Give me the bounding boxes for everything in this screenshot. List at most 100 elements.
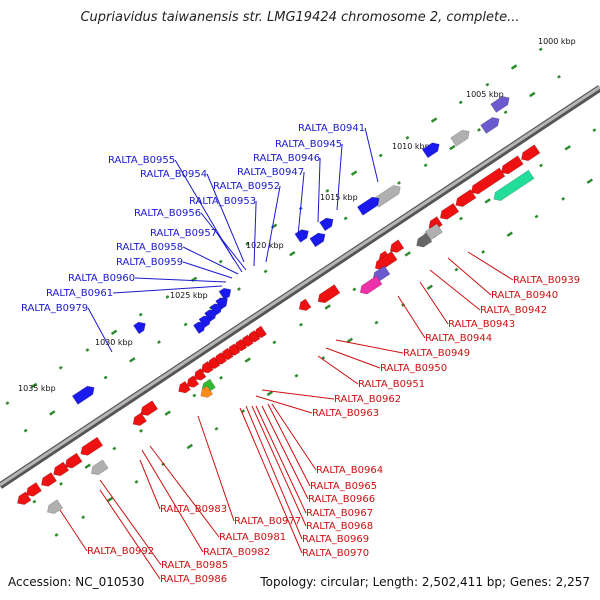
gene-label-plus: RALTA_B0955 <box>108 155 175 166</box>
gene-feature-plus <box>480 117 500 134</box>
gene-feature-minus <box>317 284 341 304</box>
scale-tick <box>192 393 197 398</box>
scale-tick <box>165 295 170 299</box>
leader-line-minus <box>317 355 359 385</box>
leader-line-minus <box>141 449 204 553</box>
gene-feature-plus <box>490 96 510 113</box>
gene-label-minus: RALTA_B0985 <box>161 560 228 571</box>
scale-tick <box>481 250 486 254</box>
backbone-highlight <box>0 85 600 487</box>
gene-feature-minus <box>493 169 535 201</box>
gene-label-minus: RALTA_B0949 <box>403 348 470 359</box>
scale-tick <box>458 100 463 105</box>
gene-label-minus: RALTA_B0943 <box>448 319 515 330</box>
leader-line-minus <box>255 405 307 514</box>
leader-line-minus <box>397 295 426 339</box>
gene-feature-minus <box>200 385 214 398</box>
scale-tick <box>592 128 597 133</box>
kbp-label: 1020 kbp <box>246 241 284 250</box>
gene-feature-plus <box>373 185 401 208</box>
scale-tick <box>218 259 223 264</box>
gene-feature-minus <box>90 459 109 476</box>
gene-feature-minus <box>455 189 477 207</box>
scale-tick <box>110 329 118 336</box>
gene-feature-minus <box>374 251 398 271</box>
leader-line-plus <box>87 307 113 353</box>
scale-tick <box>299 322 303 327</box>
leader-line-minus <box>467 251 514 281</box>
scale-tick <box>374 320 379 325</box>
leader-line-minus <box>271 403 317 471</box>
scale-tick <box>484 198 491 204</box>
scale-tick <box>186 443 193 450</box>
scale-tick <box>485 82 490 87</box>
scale-tick <box>129 357 136 363</box>
leader-line-plus <box>206 173 245 263</box>
gene-feature-plus <box>319 217 334 232</box>
scale-tick <box>219 375 223 380</box>
leader-line-plus <box>135 277 227 283</box>
gene-label-minus: RALTA_B0982 <box>203 547 270 558</box>
gene-feature-minus <box>80 436 104 456</box>
leader-line-minus <box>419 281 449 325</box>
scale-tick <box>289 251 296 257</box>
leader-line-minus <box>149 445 220 538</box>
leader-line-minus <box>239 407 303 554</box>
leader-line-minus <box>59 509 88 552</box>
scale-tick <box>134 480 139 484</box>
leader-line-minus <box>251 405 307 527</box>
leader-line-minus <box>255 395 313 414</box>
gene-label-minus: RALTA_B0969 <box>302 534 369 545</box>
leader-line-minus <box>99 479 162 566</box>
gene-label-plus: RALTA_B0958 <box>116 242 183 253</box>
scale-tick <box>85 348 90 352</box>
scale-tick <box>241 409 246 413</box>
gene-label-plus: RALTA_B0957 <box>150 228 217 239</box>
gene-feature-minus <box>140 400 159 416</box>
gene-label-minus: RALTA_B0968 <box>306 521 373 532</box>
scale-tick <box>49 410 56 416</box>
gene-label-plus: RALTA_B0956 <box>134 208 201 219</box>
gene-label-minus: RALTA_B0986 <box>160 574 227 585</box>
gene-label-minus: RALTA_B0950 <box>380 363 447 374</box>
scale-tick <box>561 196 566 201</box>
kbp-label: 1015 kbp <box>320 193 358 202</box>
scale-tick <box>538 47 543 52</box>
scale-tick <box>325 188 330 193</box>
leader-line-minus <box>267 403 311 487</box>
gene-label-plus: RALTA_B0947 <box>237 167 304 178</box>
scale-tick <box>405 135 410 140</box>
scale-tick <box>459 216 463 221</box>
scale-tick <box>534 214 539 219</box>
scale-tick <box>106 496 113 503</box>
kbp-label: 1025 kbp <box>170 291 208 300</box>
scale-tick <box>183 322 188 327</box>
scale-tick <box>586 178 593 184</box>
gene-feature-minus <box>416 232 433 248</box>
gene-feature-plus <box>450 129 470 147</box>
scale-tick <box>245 242 250 246</box>
gene-feature-plus <box>192 321 206 335</box>
leader-line-plus <box>253 200 257 267</box>
gene-feature-minus <box>389 239 405 253</box>
gene-feature-minus <box>132 412 148 426</box>
scale-tick <box>59 482 63 486</box>
gene-feature-minus <box>178 380 191 394</box>
gene-feature-plus <box>309 232 326 248</box>
topology-stats: Topology: circular; Length: 2,502,411 bp… <box>260 575 590 589</box>
leader-line-plus <box>113 285 223 294</box>
scale-tick <box>272 340 277 345</box>
leader-line-minus <box>261 405 309 500</box>
scale-tick <box>352 287 357 292</box>
scale-tick <box>350 170 358 176</box>
scale-tick <box>539 163 543 168</box>
scale-tick <box>23 428 28 433</box>
gene-label-minus: RALTA_B0951 <box>358 379 425 390</box>
scale-tick <box>138 312 143 317</box>
gene-label-minus: RALTA_B0970 <box>302 548 369 559</box>
scale-tick <box>529 91 536 98</box>
gene-label-minus: RALTA_B0964 <box>316 465 383 476</box>
leader-line-plus <box>182 246 239 275</box>
map-title: Cupriavidus taiwanensis str. LMG19424 ch… <box>80 10 520 25</box>
